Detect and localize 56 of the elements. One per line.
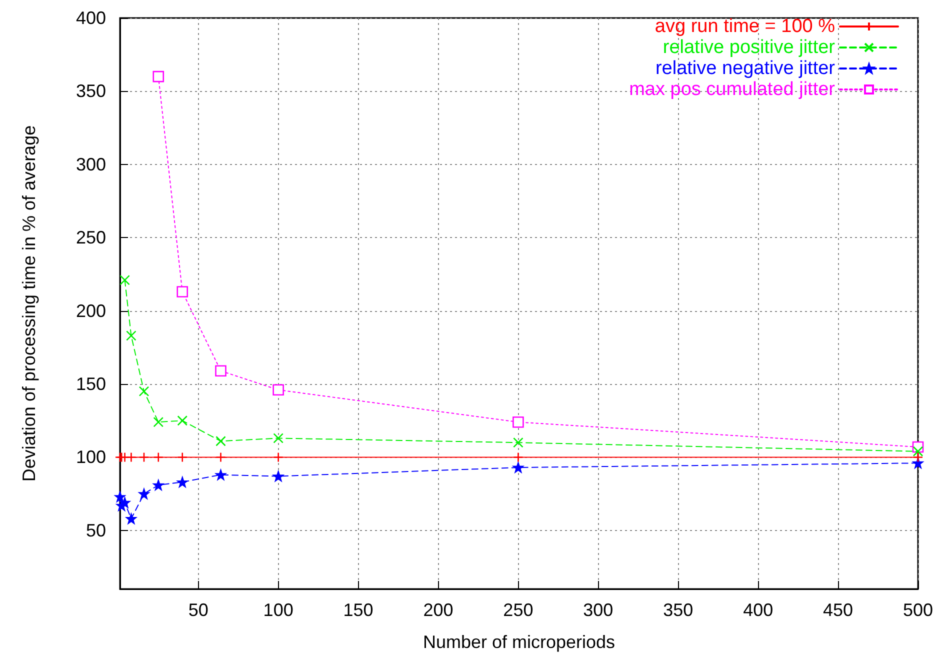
x-axis-title: Number of microperiods xyxy=(422,632,616,652)
point xyxy=(153,452,164,462)
x-tick-label: 100 xyxy=(263,600,294,620)
point xyxy=(513,452,524,462)
point xyxy=(138,386,150,396)
point xyxy=(513,437,524,448)
x-tick-label: 300 xyxy=(583,600,614,620)
point xyxy=(153,416,164,428)
y-tick-label: 400 xyxy=(76,8,106,28)
legend-label: relative negative jitter xyxy=(655,58,836,79)
point xyxy=(912,452,924,462)
point xyxy=(152,70,164,82)
point xyxy=(138,488,150,499)
point xyxy=(126,514,136,524)
legend-label: relative positive jitter xyxy=(662,37,836,58)
x-tick-label: 400 xyxy=(743,600,774,620)
point xyxy=(177,476,188,488)
point xyxy=(273,452,284,462)
point xyxy=(513,462,524,473)
legend-label: max pos cumulated jitter xyxy=(629,79,836,100)
point xyxy=(216,436,226,446)
x-tick-label: 450 xyxy=(823,600,854,620)
point xyxy=(272,384,284,396)
point xyxy=(512,416,524,428)
y-tick-label: 250 xyxy=(76,228,106,248)
y-tick-label: 50 xyxy=(86,520,106,540)
point xyxy=(114,492,126,502)
point xyxy=(126,452,136,462)
y-tick-label: 350 xyxy=(76,81,106,102)
point xyxy=(216,452,226,462)
point xyxy=(273,471,284,482)
y-axis-title: Deviation of processing time in % of average xyxy=(19,125,39,482)
point xyxy=(138,452,150,462)
point xyxy=(912,446,924,457)
y-tick-label: 300 xyxy=(76,154,106,174)
point xyxy=(177,415,188,426)
point xyxy=(273,433,284,444)
point xyxy=(176,286,188,298)
x-tick-label: 250 xyxy=(503,600,534,620)
x-tick-label: 50 xyxy=(188,600,208,620)
x-tick-label: 200 xyxy=(423,600,454,620)
x-tick-label: 350 xyxy=(663,600,694,620)
x-tick-label: 500 xyxy=(902,600,934,620)
legend-label: avg run time = 100 % xyxy=(654,16,836,37)
point xyxy=(216,470,226,480)
point xyxy=(120,497,130,508)
point xyxy=(215,365,226,376)
point xyxy=(126,330,136,341)
point xyxy=(120,274,130,286)
x-tick-label: 150 xyxy=(343,600,374,620)
y-tick-label: 150 xyxy=(76,374,106,394)
point xyxy=(153,480,164,490)
point xyxy=(177,452,188,462)
y-tick-label: 200 xyxy=(76,300,106,321)
y-tick-label: 100 xyxy=(76,447,106,468)
point xyxy=(912,458,924,468)
